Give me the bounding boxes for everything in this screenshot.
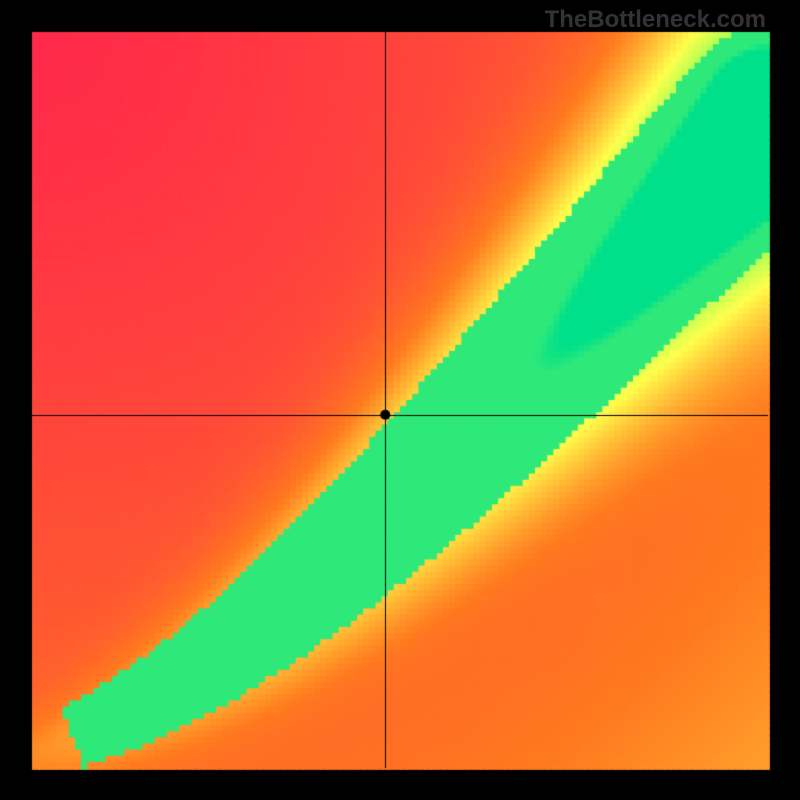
chart-container: TheBottleneck.com — [0, 0, 800, 800]
bottleneck-heatmap — [0, 0, 800, 800]
watermark-text: TheBottleneck.com — [545, 6, 766, 34]
